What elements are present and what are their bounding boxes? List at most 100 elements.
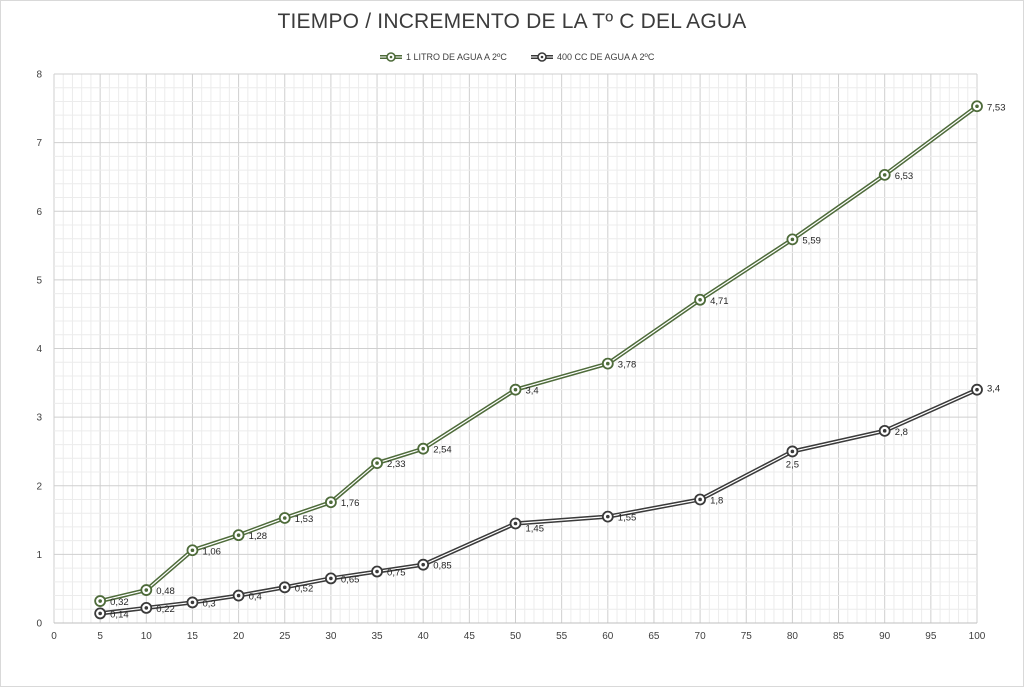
data-point-center — [375, 569, 379, 574]
x-tick-label: 70 — [695, 631, 707, 642]
data-point-center — [882, 429, 887, 433]
data-point-center — [282, 516, 287, 520]
data-point-center — [282, 585, 287, 590]
x-tick-label: 25 — [279, 631, 291, 642]
x-tick-label: 10 — [141, 631, 153, 642]
data-label: 1,45 — [526, 523, 545, 534]
data-point-center — [606, 361, 610, 366]
data-point-center — [975, 387, 979, 392]
data-point-center — [236, 533, 241, 537]
data-point-center — [698, 297, 702, 302]
x-tick-label: 55 — [556, 631, 568, 642]
data-label: 0,22 — [156, 604, 175, 615]
data-point-center — [144, 588, 149, 592]
data-label: 1,06 — [202, 546, 221, 557]
y-tick-label: 2 — [36, 481, 42, 492]
data-label: 2,5 — [786, 459, 799, 470]
data-label: 1,28 — [249, 531, 268, 542]
data-label: 1,8 — [710, 495, 723, 506]
data-point-center — [329, 500, 333, 505]
data-label: 3,4 — [526, 386, 539, 397]
data-label: 2,54 — [433, 445, 452, 456]
grid-lines — [53, 73, 978, 624]
data-label: 0,48 — [156, 586, 175, 597]
data-point-center — [144, 606, 149, 610]
data-point-center — [190, 600, 195, 605]
data-point-center — [190, 548, 195, 553]
x-tick-label: 40 — [418, 631, 430, 642]
data-point-center — [98, 599, 102, 603]
x-tick-label: 30 — [325, 631, 337, 642]
y-tick-label: 6 — [36, 207, 42, 218]
data-label: 3,78 — [618, 360, 637, 371]
x-tick-label: 65 — [648, 631, 660, 642]
x-tick-label: 45 — [464, 631, 476, 642]
y-tick-label: 4 — [36, 344, 42, 355]
data-point-center — [421, 562, 426, 567]
y-tick-label: 3 — [36, 413, 42, 424]
data-label: 0,32 — [110, 597, 128, 608]
y-tick-label: 1 — [36, 550, 42, 561]
axes: 0 5 10 15 20 25 30 35 40 45 50 55 60 65 70 75 80 85 90 95 10… — [36, 70, 985, 643]
x-tick-label: 15 — [187, 631, 199, 642]
data-point-center — [513, 387, 518, 392]
data-label: 5,59 — [802, 235, 821, 246]
x-tick-label: 50 — [510, 631, 522, 642]
data-point-center — [975, 104, 979, 109]
legend: 1 LITRO DE AGUA A 2ºC 400 CC DE AGUA A 2º… — [380, 52, 655, 62]
data-point-center — [790, 449, 795, 454]
legend-swatch-dot — [540, 55, 544, 59]
legend-entry-label: 1 LITRO DE AGUA A 2ºC — [406, 52, 507, 62]
data-label: 1,76 — [341, 498, 360, 509]
data-point-center — [698, 497, 702, 502]
y-tick-label: 5 — [36, 275, 42, 286]
chart-title: TIEMPO / INCREMENTO DE LA Tº C DEL AGUA — [277, 10, 747, 33]
data-label: 1,53 — [295, 514, 314, 525]
series-2: 0,14 0,22 0,3 0,4 0,52 0,65 0,75 0,85 1,45 1,55 1,… — [94, 384, 1000, 620]
y-tick-label: 8 — [36, 70, 42, 81]
data-label: 4,71 — [710, 296, 729, 307]
data-label: 3,4 — [987, 384, 1000, 395]
data-label: 0,4 — [249, 592, 262, 603]
x-tick-label: 60 — [602, 631, 614, 642]
series-group: 0,32 0,48 1,06 1,28 1,53 1,76 2,33 2,54 3,4 3,78 4… — [94, 100, 1006, 620]
data-label: 6,53 — [895, 171, 914, 182]
data-point-center — [236, 593, 241, 598]
data-label: 2,33 — [387, 459, 406, 470]
legend-entry-label: 400 CC DE AGUA A 2ºC — [557, 52, 655, 62]
series-line-inner — [100, 105, 978, 602]
data-label: 0,3 — [202, 598, 215, 609]
series-line — [99, 387, 978, 616]
y-tick-label: 7 — [36, 138, 42, 149]
x-tick-label: 5 — [97, 631, 103, 642]
data-point-center — [329, 576, 333, 581]
data-point-center — [790, 237, 795, 242]
data-label: 0,85 — [433, 561, 452, 572]
x-tick-label: 20 — [233, 631, 245, 642]
data-label: 0,14 — [110, 609, 128, 620]
x-tick-label: 0 — [51, 631, 57, 642]
x-tick-label: 100 — [969, 631, 986, 642]
x-tick-label: 80 — [787, 631, 799, 642]
series-line-inner — [100, 389, 978, 614]
data-point-center — [375, 461, 379, 465]
series-1: 0,32 0,48 1,06 1,28 1,53 1,76 2,33 2,54 3,4 3,78 4… — [94, 100, 1006, 608]
data-label: 0,75 — [387, 568, 406, 579]
data-label: 1,55 — [618, 513, 637, 524]
x-tick-label: 90 — [879, 631, 891, 642]
y-tick-label: 0 — [36, 619, 42, 630]
data-point-center — [98, 611, 102, 616]
x-tick-label: 75 — [741, 631, 753, 642]
data-point-center — [606, 514, 610, 519]
data-label: 0,52 — [295, 583, 314, 594]
x-tick-label: 35 — [371, 631, 383, 642]
data-label: 2,8 — [895, 427, 908, 438]
legend-swatch-dot — [389, 55, 393, 59]
data-point-center — [421, 446, 426, 451]
data-label: 0,65 — [341, 574, 360, 585]
data-point-center — [513, 521, 518, 526]
data-label: 7,53 — [987, 102, 1006, 113]
x-tick-label: 85 — [833, 631, 845, 642]
